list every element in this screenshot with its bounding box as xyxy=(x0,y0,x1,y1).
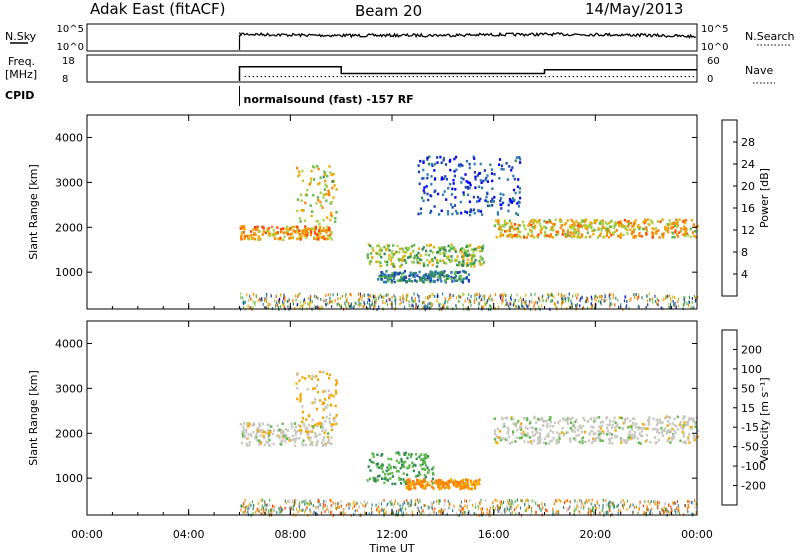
echo-region xyxy=(239,422,333,448)
velocity-panel: 1000 2000 3000 4000 Slant Range [km] xyxy=(27,320,699,518)
nsky-line xyxy=(238,31,696,39)
colorbar-tick-label: -50 xyxy=(741,441,759,454)
freq-frame xyxy=(86,54,698,83)
xtick-label: 00:00 xyxy=(71,528,103,541)
nsearch-tick-top: 10^5 xyxy=(701,24,728,35)
ytick-label: 3000 xyxy=(55,382,83,395)
nsearch-label: N.Search xyxy=(745,30,795,43)
echo-region xyxy=(366,243,485,268)
xtick-label: 20:00 xyxy=(579,528,611,541)
date-title: 14/May/2013 xyxy=(585,0,683,18)
ytick-label: 1000 xyxy=(55,266,83,279)
nsky-label: N.Sky xyxy=(5,30,37,43)
velocity-yaxis: 1000 2000 3000 4000 xyxy=(55,337,697,485)
freq-tick-top: 18 xyxy=(62,56,75,67)
power-colorbar-label: Power [dB] xyxy=(758,168,771,228)
colorbar-tick-label: -200 xyxy=(741,480,766,493)
velocity-colorbar-label: Velocity [m s⁻¹] xyxy=(758,377,771,462)
echo-region xyxy=(417,155,522,217)
xtick-label: 08:00 xyxy=(274,528,306,541)
time-axis: 00:00 04:00 08:00 12:00 16:00 20:00 00:00 xyxy=(71,115,713,541)
ytick-label: 2000 xyxy=(55,427,83,440)
echo-region xyxy=(377,269,471,284)
colorbar-tick-label: 28 xyxy=(741,136,755,149)
velocity-ylabel: Slant Range [km] xyxy=(27,370,40,466)
colorbar-frame xyxy=(721,329,738,506)
freq-unit-label: [MHz] xyxy=(5,68,37,81)
velocity-colorbar: 200 100 50 15 -15 -50 -100 -200 xyxy=(721,329,766,506)
power-ylabel: Slant Range [km] xyxy=(27,164,40,260)
nsky-frame xyxy=(86,23,698,52)
echo-region xyxy=(239,225,333,242)
colorbar-tick-label: -100 xyxy=(741,460,766,473)
nsky-trace xyxy=(238,31,696,50)
colorbar-tick-label: 20 xyxy=(741,180,755,193)
echo-region xyxy=(296,164,338,226)
power-yaxis: 1000 2000 3000 4000 xyxy=(55,131,697,279)
power-panel: 1000 2000 3000 4000 Slant Range [km] xyxy=(27,114,699,312)
freq-label: Freq. xyxy=(8,55,35,68)
colorbar-tick-label: 15 xyxy=(741,402,755,415)
colorbar-tick-label: 4 xyxy=(741,268,748,281)
beam-title: Beam 20 xyxy=(355,2,422,20)
ytick-label: 4000 xyxy=(55,131,83,144)
nsearch-tick-bottom: 10^0 xyxy=(701,42,728,53)
freq-line xyxy=(238,65,697,81)
colorbar-tick-label: 8 xyxy=(741,246,748,259)
colorbar-tick-label: 24 xyxy=(741,158,755,171)
echo-region xyxy=(493,218,699,239)
near-range-scatter xyxy=(240,498,698,518)
near-range-scatter xyxy=(240,292,699,312)
xtick-label: 16:00 xyxy=(478,528,510,541)
colorbar-tick-label: 50 xyxy=(741,382,755,395)
xtick-label: 12:00 xyxy=(376,528,408,541)
echo-region xyxy=(295,370,339,432)
xtick-label: 00:00 xyxy=(681,528,713,541)
nsky-tick-top: 10^5 xyxy=(57,24,84,35)
colorbar-tick-label: 100 xyxy=(741,363,762,376)
nave-label: Nave xyxy=(745,64,773,77)
ytick-label: 1000 xyxy=(55,472,83,485)
power-colorbar: 4 8 12 16 20 24 28 xyxy=(721,119,755,297)
time-axis-label: Time UT xyxy=(368,542,414,554)
echo-region xyxy=(493,415,699,445)
ytick-label: 3000 xyxy=(55,176,83,189)
nave-tick-top: 60 xyxy=(707,56,720,67)
nsky-tick-bottom: 10^0 xyxy=(57,42,84,53)
colorbar-tick-label: 16 xyxy=(741,202,755,215)
colorbar-tick-label: -15 xyxy=(741,421,759,434)
colorbar-tick-label: 200 xyxy=(741,343,762,356)
freq-tick-bottom: 8 xyxy=(62,74,68,85)
colorbar-tick-label: 12 xyxy=(741,224,755,237)
ytick-label: 4000 xyxy=(55,337,83,350)
velocity-echoes xyxy=(239,370,699,518)
echo-region xyxy=(405,478,481,491)
echo-region xyxy=(366,451,435,486)
cpid-mode: normalsound (fast) -157 RF xyxy=(244,93,414,106)
xtick-label: 04:00 xyxy=(173,528,205,541)
ytick-label: 2000 xyxy=(55,221,83,234)
station-title: Adak East (fitACF) xyxy=(90,0,225,18)
cpid-label: CPID xyxy=(5,89,34,102)
nave-tick-bottom: 0 xyxy=(707,74,713,85)
power-echoes xyxy=(239,155,699,312)
freq-trace xyxy=(238,65,697,81)
